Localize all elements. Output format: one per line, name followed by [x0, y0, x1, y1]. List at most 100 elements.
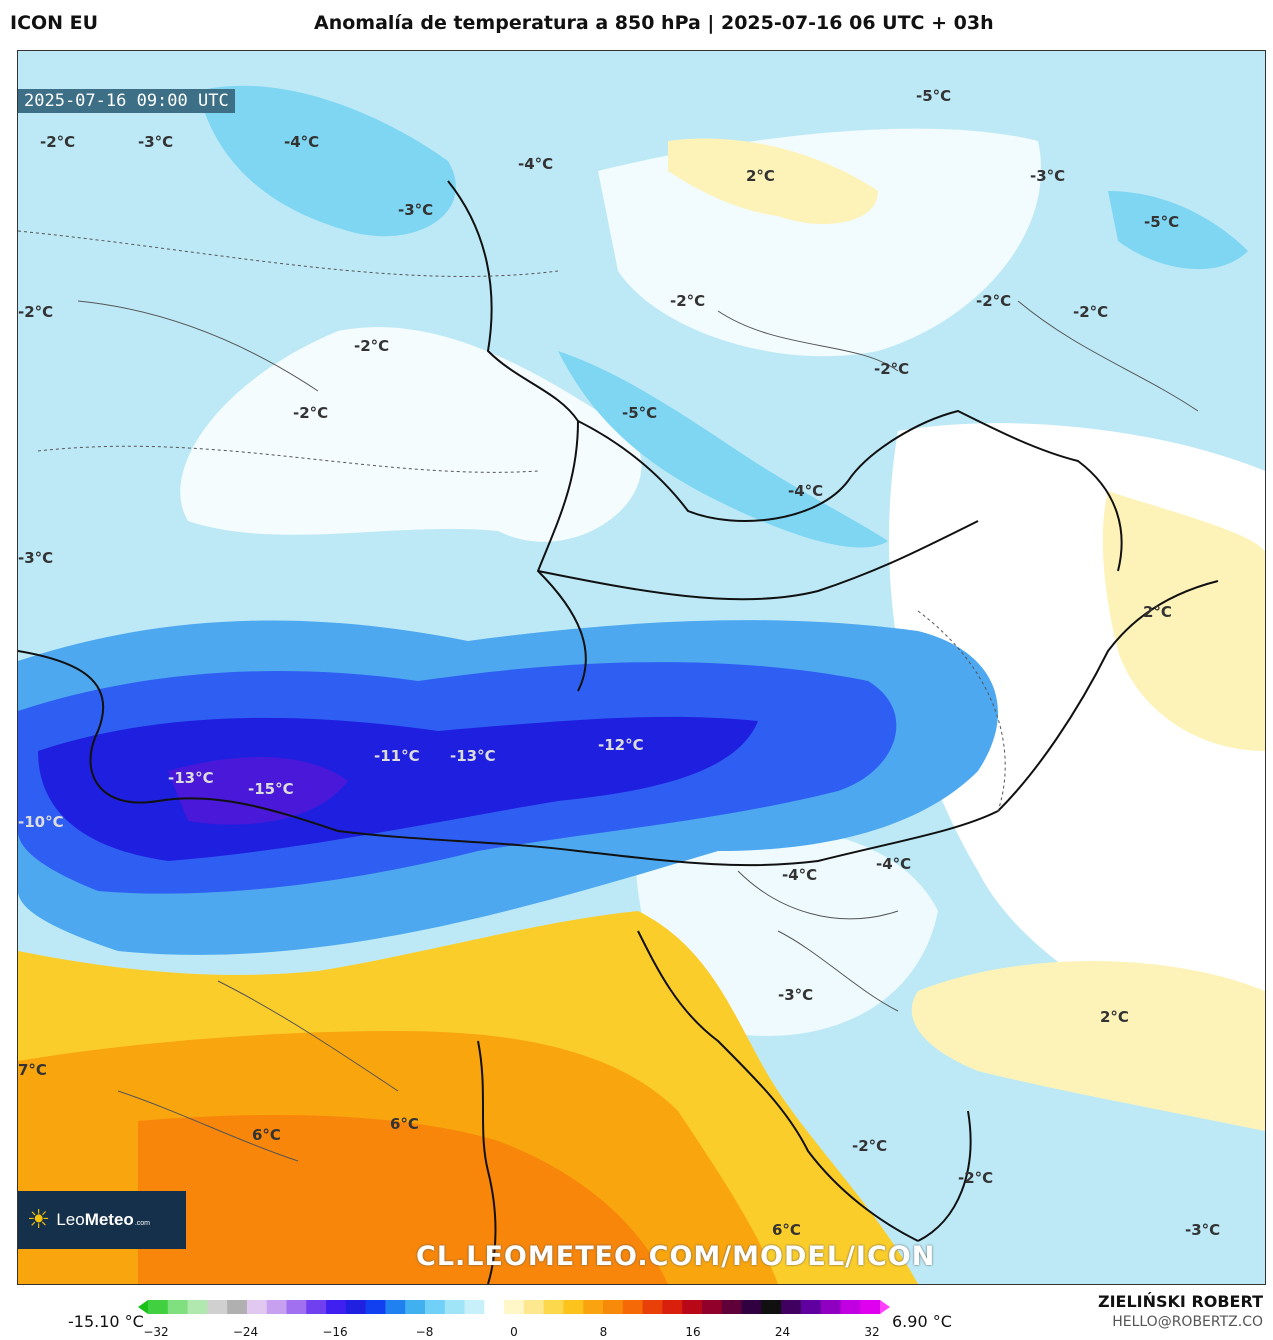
colorbar-swatch — [148, 1300, 169, 1314]
field-warm-south-core — [138, 1115, 668, 1284]
colorbar-tick-label: −24 — [232, 1325, 259, 1339]
colorbar-swatch — [266, 1300, 287, 1314]
colorbar-swatch — [484, 1300, 505, 1314]
temp-label: -3°C — [18, 549, 54, 567]
colorbar-swatch — [385, 1300, 406, 1314]
field-neutral-west — [180, 327, 642, 542]
temp-label: -5°C — [622, 404, 658, 422]
field-min-label: -15.10 °C — [68, 1312, 144, 1331]
colorbar-swatch — [207, 1300, 228, 1314]
map-title: Anomalía de temperatura a 850 hPa | 2025… — [314, 12, 994, 34]
temp-label: -2°C — [354, 337, 390, 355]
model-name: ICON EU — [10, 12, 99, 34]
temp-label: -3°C — [778, 986, 814, 1004]
colorbar-swatch — [405, 1300, 426, 1314]
colorbar-swatch — [523, 1300, 545, 1314]
colorbar-swatch — [365, 1300, 386, 1314]
temp-label: 2°C — [1143, 603, 1172, 621]
field-cold-band — [558, 351, 888, 548]
logo-name: LeoMeteo.com — [56, 1210, 150, 1229]
temp-label: -2°C — [874, 360, 910, 378]
colorbar-swatch — [227, 1300, 248, 1314]
temp-label: -4°C — [788, 482, 824, 500]
colorbar-extend-high — [880, 1300, 890, 1314]
colorbar-tick-label: −32 — [143, 1325, 169, 1339]
temp-label: -15°C — [248, 780, 294, 798]
colorbar-swatch — [326, 1300, 347, 1314]
colorbar-swatch — [820, 1300, 841, 1314]
coastlines — [477, 930, 972, 1284]
field-trough-core — [38, 716, 758, 861]
colorbar-extend-low — [138, 1300, 148, 1314]
colorbar-swatch — [345, 1300, 367, 1314]
colorbar-tick-label: 16 — [685, 1325, 701, 1339]
temp-label: -5°C — [916, 87, 952, 105]
colorbar-swatch — [583, 1300, 604, 1314]
colorbar-swatch — [306, 1300, 327, 1314]
colorbar-swatch — [464, 1300, 485, 1314]
country-borders — [18, 180, 1219, 867]
temp-label: 6°C — [390, 1115, 419, 1133]
colorbar-tick-label: 32 — [864, 1325, 880, 1339]
temp-label: -10°C — [18, 813, 64, 831]
colorbar-swatch — [246, 1300, 268, 1314]
colorbar-swatch — [563, 1300, 584, 1314]
temp-label: -2°C — [958, 1169, 994, 1187]
colorbar-swatch — [840, 1300, 861, 1314]
temp-label: -2°C — [852, 1137, 888, 1155]
temp-label: -3°C — [138, 133, 174, 151]
temp-label: -2°C — [976, 292, 1012, 310]
field-cold-north-1 — [198, 85, 456, 237]
temp-label: -12°C — [598, 736, 644, 754]
colorbar-swatch — [603, 1300, 624, 1314]
colorbar-swatch — [741, 1300, 762, 1314]
author-email: HELLO@ROBERTZ.CO — [1112, 1314, 1263, 1330]
colorbar-swatch — [444, 1300, 466, 1314]
temp-label: 2°C — [746, 167, 775, 185]
colorbar — [138, 1300, 890, 1314]
temp-label: -3°C — [1030, 167, 1066, 185]
temp-label: -4°C — [284, 133, 320, 151]
colorbar-tick-label: 24 — [774, 1325, 791, 1339]
field-trough-minimum — [168, 757, 348, 825]
colorbar-tick-label: −8 — [415, 1325, 434, 1339]
leometeo-logo: ☀ LeoMeteo.com — [18, 1191, 186, 1249]
temp-label: 7°C — [18, 1061, 47, 1079]
temp-label: -4°C — [518, 155, 554, 173]
field-warm-southeast — [911, 961, 1265, 1131]
temp-label: 6°C — [252, 1126, 281, 1144]
temp-label: -2°C — [18, 303, 54, 321]
colorbar-tick-label: −16 — [322, 1325, 348, 1339]
colorbar-swatch — [781, 1300, 802, 1314]
temp-label: -2°C — [293, 404, 329, 422]
colorbar-swatch — [682, 1300, 703, 1314]
temp-label: -2°C — [40, 133, 76, 151]
author-name: ZIELIŃSKI ROBERT — [1097, 1292, 1263, 1311]
colorbar-swatch — [504, 1300, 525, 1314]
temp-label: -4°C — [782, 866, 818, 884]
valid-time-stamp: 2025-07-16 09:00 UTC — [18, 89, 235, 113]
field-max-label: 6.90 °C — [892, 1312, 952, 1331]
colorbar-swatch — [286, 1300, 307, 1314]
temp-label: -4°C — [876, 855, 912, 873]
field-warm-east — [1102, 491, 1265, 751]
temp-label: -5°C — [1144, 213, 1180, 231]
colorbar-swatch — [662, 1300, 683, 1314]
colorbar-swatch — [761, 1300, 782, 1314]
colorbar-swatch — [721, 1300, 743, 1314]
colorbar-swatch — [642, 1300, 663, 1314]
region-borders — [77, 300, 1199, 1162]
colorbar-tick-label: 8 — [599, 1325, 608, 1339]
colorbar-swatch — [701, 1300, 723, 1314]
temp-label: -3°C — [398, 201, 434, 219]
sun-icon: ☀ — [27, 1205, 51, 1235]
colorbar-swatch — [622, 1300, 644, 1314]
colorbar-swatch — [543, 1300, 564, 1314]
colorbar-tick-label: 0 — [510, 1325, 518, 1339]
colorbar-swatch — [860, 1300, 881, 1314]
temp-label: -3°C — [1185, 1221, 1221, 1239]
colorbar-swatch — [167, 1300, 189, 1314]
colorbar-swatch — [800, 1300, 822, 1314]
temp-label: -2°C — [670, 292, 706, 310]
temp-label: 2°C — [1100, 1008, 1129, 1026]
